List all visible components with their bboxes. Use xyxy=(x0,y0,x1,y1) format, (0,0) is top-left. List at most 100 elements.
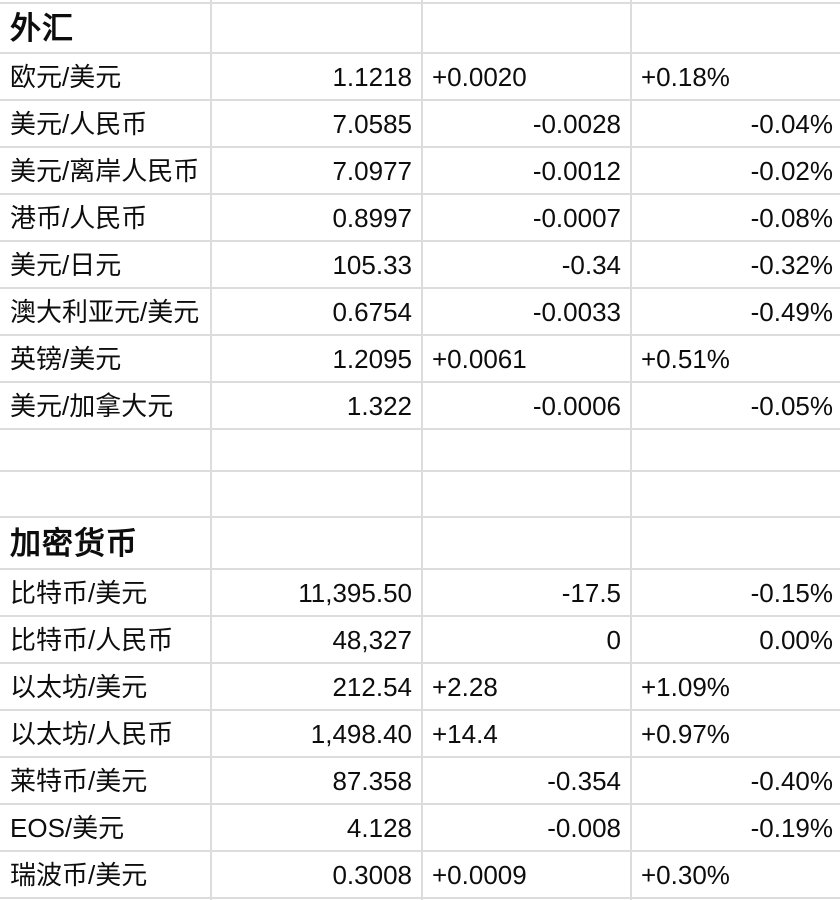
change-cell[interactable]: -0.0006 xyxy=(423,383,632,428)
change-pct-cell[interactable]: -0.04% xyxy=(750,108,833,139)
table-row: 以太坊/人民币 1,498.40 +14.4 +0.97% xyxy=(0,711,840,758)
change-cell[interactable]: -0.34 xyxy=(423,242,632,287)
spreadsheet-cell[interactable] xyxy=(0,430,212,470)
spreadsheet-cell[interactable] xyxy=(632,472,840,516)
pair-cell[interactable]: 美元/加拿大元 xyxy=(0,383,212,428)
spreadsheet-cell[interactable] xyxy=(423,0,632,2)
table-row: 港币/人民币 0.8997 -0.0007 -0.08% xyxy=(0,195,840,242)
section-title[interactable]: 外汇 xyxy=(0,4,212,52)
change-cell[interactable]: 0 xyxy=(423,617,632,662)
pair-cell[interactable]: 比特币/美元 xyxy=(0,570,212,615)
change-pct-cell[interactable]: +1.09% xyxy=(641,671,730,702)
price-cell[interactable]: 4.128 xyxy=(212,805,423,850)
spreadsheet-cell[interactable] xyxy=(632,430,840,470)
price-cell[interactable]: 105.33 xyxy=(212,242,423,287)
pair-cell[interactable]: 美元/日元 xyxy=(0,242,212,287)
pair-cell[interactable]: 英镑/美元 xyxy=(0,336,212,381)
change-cell[interactable]: -0.0007 xyxy=(423,195,632,240)
spreadsheet-cell[interactable] xyxy=(212,518,423,568)
table-row: 比特币/人民币 48,327 0 0.00% xyxy=(0,617,840,664)
table-row: 瑞波币/美元 0.3008 +0.0009 +0.30% xyxy=(0,852,840,899)
pair-cell[interactable]: 莱特币/美元 xyxy=(0,758,212,803)
pair-cell[interactable]: 美元/人民币 xyxy=(0,101,212,146)
change-pct-cell[interactable]: 0.00% xyxy=(759,624,833,655)
change-cell[interactable]: -0.354 xyxy=(423,758,632,803)
change-cell[interactable]: +0.0009 xyxy=(423,852,632,897)
section-rows: 欧元/美元 1.1218 +0.0020 +0.18% 美元/人民币 7.0585 -0.0… xyxy=(0,54,840,430)
change-cell[interactable]: +0.0061 xyxy=(423,336,632,381)
pair-cell[interactable]: 瑞波币/美元 xyxy=(0,852,212,897)
table-row: 美元/日元 105.33 -0.34 -0.32% xyxy=(0,242,840,289)
change-pct-cell[interactable]: +0.18% xyxy=(641,61,730,92)
pair-cell[interactable]: 以太坊/人民币 xyxy=(0,711,212,756)
change-pct-cell[interactable]: -0.32% xyxy=(750,249,833,280)
spreadsheet-cell[interactable] xyxy=(423,430,632,470)
spreadsheet-cell[interactable] xyxy=(423,4,632,52)
change-pct-cell[interactable]: -0.49% xyxy=(750,296,833,327)
section-title[interactable]: 加密货币 xyxy=(0,518,212,568)
price-cell[interactable]: 0.6754 xyxy=(212,289,423,334)
change-cell[interactable]: -0.0033 xyxy=(423,289,632,334)
change-cell[interactable]: +14.4 xyxy=(423,711,632,756)
spreadsheet-cell[interactable] xyxy=(0,472,212,516)
section-header-row: 外汇 xyxy=(0,4,840,54)
change-pct-cell[interactable]: -0.15% xyxy=(750,577,833,608)
price-cell[interactable]: 1,498.40 xyxy=(212,711,423,756)
pair-cell[interactable]: EOS/美元 xyxy=(0,805,212,850)
price-cell[interactable]: 7.0977 xyxy=(212,148,423,193)
table-row: 比特币/美元 11,395.50 -17.5 -0.15% xyxy=(0,570,840,617)
table-row: 欧元/美元 1.1218 +0.0020 +0.18% xyxy=(0,54,840,101)
change-cell[interactable]: -17.5 xyxy=(423,570,632,615)
price-cell[interactable]: 1.1218 xyxy=(212,54,423,99)
price-cell[interactable]: 11,395.50 xyxy=(212,570,423,615)
spreadsheet-cell[interactable] xyxy=(632,0,840,2)
pair-cell[interactable]: 美元/离岸人民币 xyxy=(0,148,212,193)
spreadsheet-cell[interactable] xyxy=(212,430,423,470)
change-cell[interactable]: -0.008 xyxy=(423,805,632,850)
price-cell[interactable]: 1.322 xyxy=(212,383,423,428)
table-row: 以太坊/美元 212.54 +2.28 +1.09% xyxy=(0,664,840,711)
price-cell[interactable]: 1.2095 xyxy=(212,336,423,381)
price-cell[interactable]: 7.0585 xyxy=(212,101,423,146)
price-cell[interactable]: 48,327 xyxy=(212,617,423,662)
spreadsheet-cell[interactable] xyxy=(0,0,212,2)
table-row: 美元/离岸人民币 7.0977 -0.0012 -0.02% xyxy=(0,148,840,195)
change-cell[interactable]: +0.0020 xyxy=(423,54,632,99)
change-pct-cell[interactable]: -0.08% xyxy=(750,202,833,233)
table-row: 美元/加拿大元 1.322 -0.0006 -0.05% xyxy=(0,383,840,430)
pair-cell[interactable]: 比特币/人民币 xyxy=(0,617,212,662)
pair-cell[interactable]: 欧元/美元 xyxy=(0,54,212,99)
change-pct-cell[interactable]: +0.30% xyxy=(641,859,730,890)
change-pct-cell[interactable]: -0.40% xyxy=(750,765,833,796)
change-cell[interactable]: +2.28 xyxy=(423,664,632,709)
change-pct-cell[interactable]: -0.02% xyxy=(750,155,833,186)
spreadsheet-cell[interactable] xyxy=(632,518,840,568)
spreadsheet-cell[interactable] xyxy=(632,4,840,52)
pair-cell[interactable]: 以太坊/美元 xyxy=(0,664,212,709)
table-row: EOS/美元 4.128 -0.008 -0.19% xyxy=(0,805,840,852)
pair-cell[interactable]: 澳大利亚元/美元 xyxy=(0,289,212,334)
section-header-row: 加密货币 xyxy=(0,518,840,570)
empty-row xyxy=(0,472,840,518)
price-cell[interactable]: 212.54 xyxy=(212,664,423,709)
spreadsheet-cell[interactable] xyxy=(212,472,423,516)
change-pct-cell[interactable]: +0.97% xyxy=(641,718,730,749)
pair-cell[interactable]: 港币/人民币 xyxy=(0,195,212,240)
table-row: 英镑/美元 1.2095 +0.0061 +0.51% xyxy=(0,336,840,383)
change-pct-cell[interactable]: -0.19% xyxy=(750,812,833,843)
change-cell[interactable]: -0.0012 xyxy=(423,148,632,193)
change-pct-cell[interactable]: -0.05% xyxy=(750,390,833,421)
table-row: 澳大利亚元/美元 0.6754 -0.0033 -0.49% xyxy=(0,289,840,336)
spreadsheet-cell[interactable] xyxy=(212,4,423,52)
price-cell[interactable]: 87.358 xyxy=(212,758,423,803)
price-cell[interactable]: 0.3008 xyxy=(212,852,423,897)
empty-row xyxy=(0,430,840,472)
partial-row-top xyxy=(0,0,840,4)
price-cell[interactable]: 0.8997 xyxy=(212,195,423,240)
spreadsheet-cell[interactable] xyxy=(212,0,423,2)
change-pct-cell[interactable]: +0.51% xyxy=(641,343,730,374)
change-cell[interactable]: -0.0028 xyxy=(423,101,632,146)
spreadsheet-cell[interactable] xyxy=(423,472,632,516)
spreadsheet-cell[interactable] xyxy=(423,518,632,568)
table-row: 美元/人民币 7.0585 -0.0028 -0.04% xyxy=(0,101,840,148)
